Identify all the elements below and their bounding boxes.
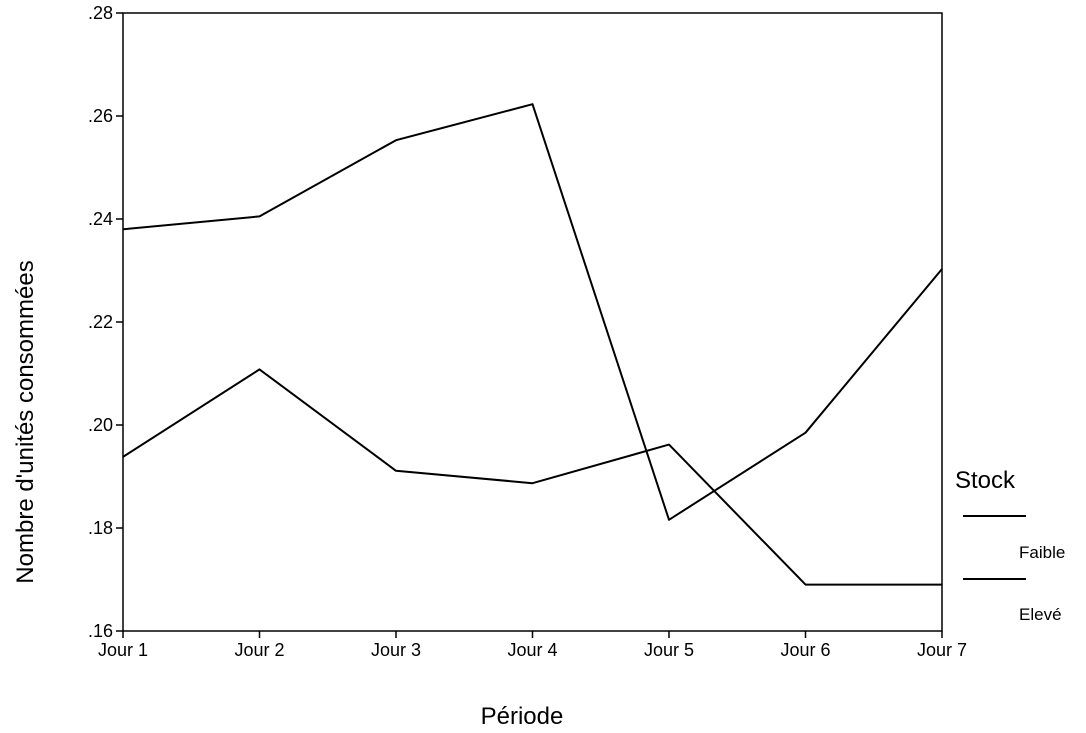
x-tick-label: Jour 4 xyxy=(507,640,557,660)
y-axis-title: Nombre d'unités consommées xyxy=(12,260,39,583)
series-line-elev- xyxy=(122,368,942,586)
y-tick-label: .24 xyxy=(88,209,113,229)
x-tick-label: Jour 2 xyxy=(234,640,284,660)
legend: Stock Faible Elevé xyxy=(955,467,1065,624)
legend-label-faible: Faible xyxy=(1019,543,1065,562)
y-tick-label: .28 xyxy=(88,3,113,23)
series-lines xyxy=(122,103,943,586)
x-tick-label: Jour 6 xyxy=(780,640,830,660)
y-tick-label: .18 xyxy=(88,518,113,538)
y-tick-label: .26 xyxy=(88,106,113,126)
x-tick-label: Jour 1 xyxy=(98,640,148,660)
x-tick-label: Jour 5 xyxy=(644,640,694,660)
y-tick-label: .20 xyxy=(88,415,113,435)
legend-title: Stock xyxy=(955,467,1016,494)
series-line-faible xyxy=(122,103,943,521)
legend-label-eleve: Elevé xyxy=(1019,605,1062,624)
y-axis: .16 .18 .20 .22 .24 .26 .28 xyxy=(88,3,123,641)
x-tick-label: Jour 7 xyxy=(917,640,967,660)
x-axis: Jour 1 Jour 2 Jour 3 Jour 4 Jour 5 Jour 6 Jour… xyxy=(98,631,967,660)
x-tick-label: Jour 3 xyxy=(371,640,421,660)
y-tick-label: .16 xyxy=(88,621,113,641)
y-tick-label: .22 xyxy=(88,312,113,332)
x-axis-title: Période xyxy=(481,703,564,730)
